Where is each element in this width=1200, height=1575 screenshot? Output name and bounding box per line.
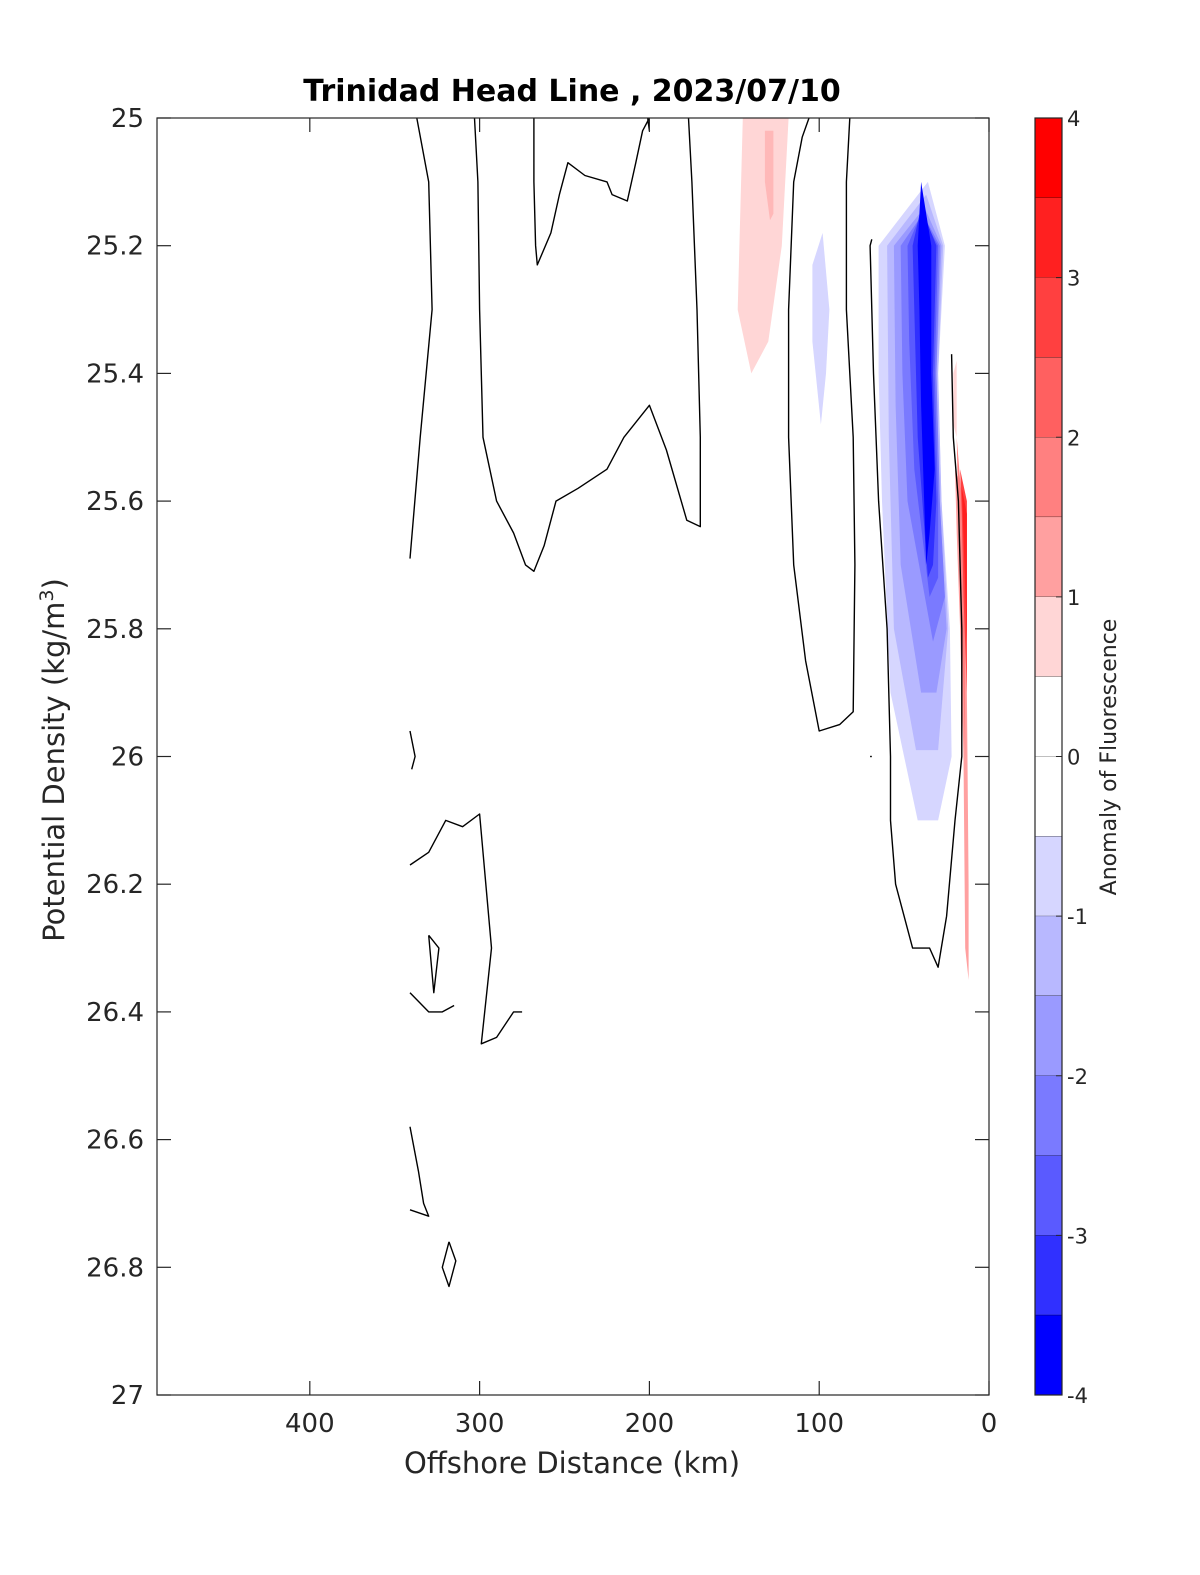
colorbar-band [1035,596,1062,677]
zero-contour-line-8 [409,813,523,1045]
x-tick-label: 200 [625,1409,675,1439]
colorbar-tick-label: -2 [1067,1065,1088,1089]
zero-contour-line-11 [409,1126,430,1217]
colorbar-band [1035,1155,1062,1236]
zero-contour-line-2 [533,117,651,266]
colorbar-tick-label: 4 [1067,107,1080,131]
colorbar: 4 3 2 1 0 -1 -2 -3 -4 Anomaly of Fluorescence [1034,107,1122,1408]
zero-contour-line-4 [787,117,856,732]
y-tick-label: 26.6 [86,1126,144,1156]
y-tick-label: 25.6 [86,487,144,517]
zero-contour-line-10 [409,992,455,1013]
colorbar-band [1035,1235,1062,1316]
colorbar-band [1035,517,1062,597]
colorbar-tick-label: 3 [1067,267,1080,291]
colorbar-band [1035,437,1062,518]
y-tick-label: 26.4 [86,998,144,1028]
zero-contour-line-0 [409,117,433,559]
filled-contour-region-9 [917,181,935,565]
colorbar-band [1035,277,1062,358]
y-tick-label: 25.2 [86,232,144,262]
y-axis-label-superscript: 3 [36,589,58,601]
x-axis-label: Offshore Distance (km) [404,1446,740,1480]
y-axis-label-tail: ) [37,578,71,589]
x-tick-label: 0 [981,1409,998,1439]
colorbar-band [1035,1075,1062,1156]
colorbar-band [1035,756,1062,837]
filled-contour-region-13 [961,488,967,642]
colorbar-band [1035,197,1062,278]
filled-contour-region-14 [953,360,957,438]
colorbar-band [1035,676,1062,757]
y-tick-label: 27 [111,1381,144,1411]
x-tick-label: 100 [794,1409,844,1439]
y-tick-label: 25 [111,104,144,134]
colorbar-band [1035,1315,1062,1395]
y-tick-label: 25.8 [86,615,144,645]
colorbar-band [1035,357,1062,438]
plot-background [157,118,989,1395]
y-tick-label: 26.2 [86,870,144,900]
filled-contours [737,118,969,980]
zero-contour-line-1 [473,117,701,572]
zero-contour-line-9 [428,934,440,994]
colorbar-tick-label: 1 [1067,586,1080,610]
y-tick-label: 25.4 [86,359,144,389]
x-tick-label: 400 [285,1409,335,1439]
filled-contour-region-2 [812,232,830,425]
zero-contour-line-12 [441,1241,457,1288]
x-tick-label: 300 [455,1409,505,1439]
colorbar-tick-label: 0 [1067,746,1080,770]
contour-lines [409,117,963,1288]
zero-contour-line-7 [409,730,416,770]
colorbar-ticks: 4 3 2 1 0 -1 -2 -3 -4 [1056,107,1088,1408]
colorbar-tick-label: -1 [1067,905,1088,929]
colorbar-band [1035,836,1062,917]
filled-contour-region-0 [737,118,789,374]
colorbar-band [1035,118,1062,198]
filled-contour-region-1 [764,130,774,221]
colorbar-bands [1035,118,1062,1396]
colorbar-band [1035,995,1062,1076]
colorbar-label: Anomaly of Fluorescence [1097,619,1122,896]
colorbar-band [1035,916,1062,996]
x-tick-labels: 400 300 200 100 0 [285,1409,997,1439]
colorbar-tick-label: -4 [1067,1384,1088,1408]
y-axis-label: Potential Density (kg/m3) [36,578,71,942]
y-tick-label: 26 [111,743,144,773]
y-tick-label: 26.8 [86,1253,144,1283]
axis-ticks [157,117,990,1396]
colorbar-tick-label: -3 [1067,1224,1088,1248]
chart-title: Trinidad Head Line , 2023/07/10 [303,74,840,109]
y-axis-label-main: Potential Density (kg/m [37,602,71,942]
plot-area [156,117,990,1396]
y-tick-labels: 25 25.2 25.4 25.6 25.8 26 26.2 26.4 26.6 26.8 27 [86,104,144,1411]
colorbar-tick-label: 2 [1067,426,1080,450]
zero-contour-line-5 [869,239,963,968]
